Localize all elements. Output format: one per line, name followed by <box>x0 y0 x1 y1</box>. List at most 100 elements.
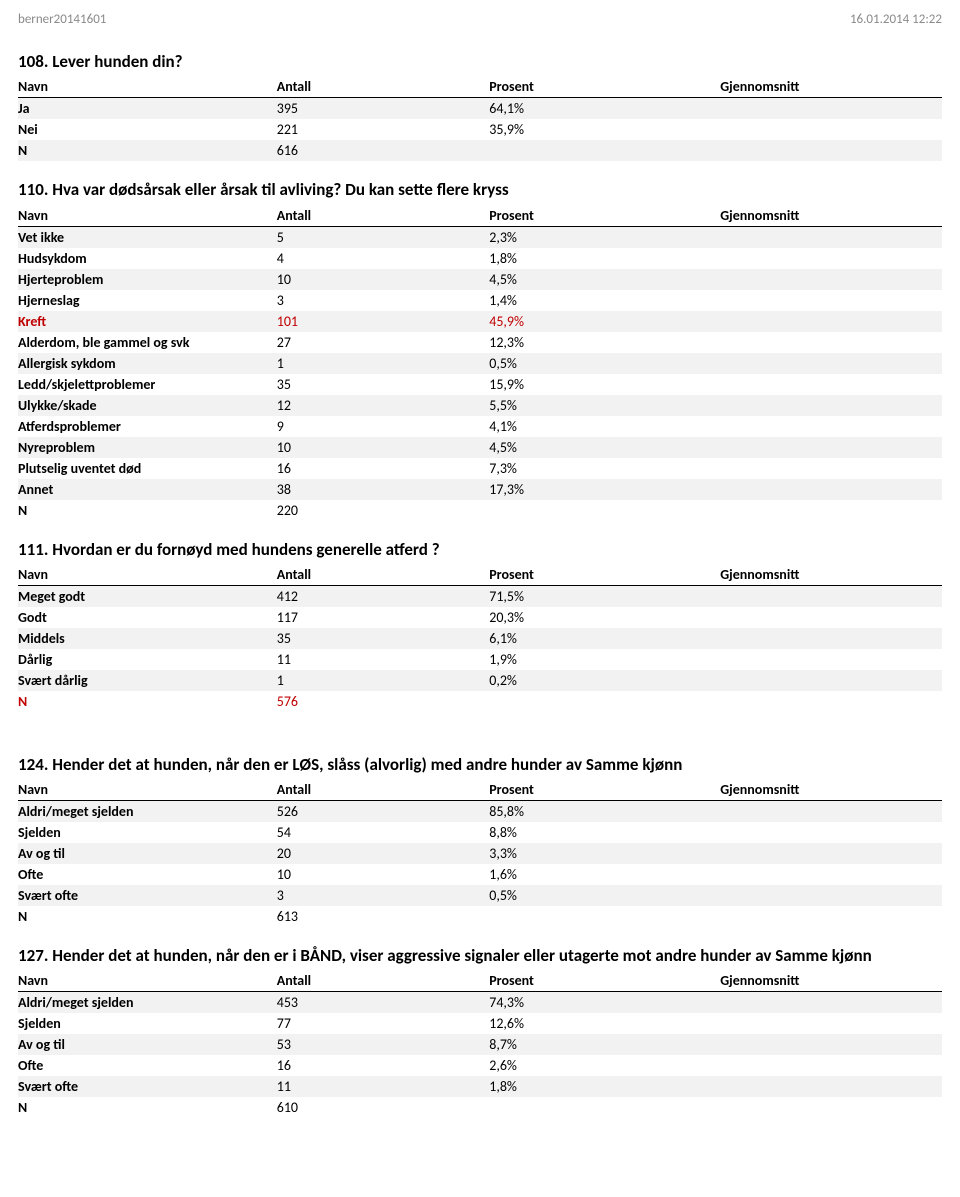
table-row: N616 <box>18 140 942 161</box>
row-percent: 1,8% <box>489 1076 720 1097</box>
row-avg <box>720 885 942 906</box>
column-header-percent: Prosent <box>489 564 720 586</box>
row-count: 10 <box>277 864 490 885</box>
row-avg <box>720 607 942 628</box>
row-count: 11 <box>277 1076 490 1097</box>
column-header-name: Navn <box>18 970 277 992</box>
row-label: Hjerteproblem <box>18 269 277 290</box>
row-percent: 74,3% <box>489 992 720 1014</box>
row-count: 221 <box>277 119 490 140</box>
table-row: Allergisk sykdom10,5% <box>18 353 942 374</box>
row-count: 9 <box>277 416 490 437</box>
row-label: Av og til <box>18 843 277 864</box>
row-count: 5 <box>277 226 490 248</box>
row-avg <box>720 670 942 691</box>
row-avg <box>720 1097 942 1118</box>
row-label: N <box>18 140 277 161</box>
row-count: 412 <box>277 585 490 607</box>
row-percent: 0,5% <box>489 885 720 906</box>
row-count: 20 <box>277 843 490 864</box>
table-row: Aldri/meget sjelden45374,3% <box>18 992 942 1014</box>
row-percent: 64,1% <box>489 98 720 120</box>
row-avg <box>720 864 942 885</box>
row-count: 526 <box>277 801 490 823</box>
table-row: Ulykke/skade125,5% <box>18 395 942 416</box>
table-row: Dårlig111,9% <box>18 649 942 670</box>
row-percent: 7,3% <box>489 458 720 479</box>
section-title: 127. Hender det at hunden, når den er i … <box>18 945 942 966</box>
row-label: N <box>18 1097 277 1118</box>
table-row: Svært dårlig10,2% <box>18 670 942 691</box>
row-count: 54 <box>277 822 490 843</box>
row-count: 3 <box>277 290 490 311</box>
data-table: NavnAntallProsentGjennomsnittMeget godt4… <box>18 564 942 712</box>
row-percent: 1,8% <box>489 248 720 269</box>
table-row: Nyreproblem104,5% <box>18 437 942 458</box>
row-count: 3 <box>277 885 490 906</box>
row-count: 12 <box>277 395 490 416</box>
row-avg <box>720 628 942 649</box>
row-avg <box>720 1034 942 1055</box>
table-row: Ofte101,6% <box>18 864 942 885</box>
row-avg <box>720 843 942 864</box>
row-percent: 20,3% <box>489 607 720 628</box>
data-table: NavnAntallProsentGjennomsnittAldri/meget… <box>18 970 942 1118</box>
column-header-percent: Prosent <box>489 76 720 98</box>
row-label: Annet <box>18 479 277 500</box>
row-label: Ofte <box>18 864 277 885</box>
row-label: Alderdom, ble gammel og svk <box>18 332 277 353</box>
table-row: Godt11720,3% <box>18 607 942 628</box>
row-count: 11 <box>277 649 490 670</box>
row-avg <box>720 353 942 374</box>
row-percent: 5,5% <box>489 395 720 416</box>
row-avg <box>720 332 942 353</box>
row-percent <box>489 1097 720 1118</box>
row-avg <box>720 290 942 311</box>
table-row: Av og til538,7% <box>18 1034 942 1055</box>
row-count: 1 <box>277 353 490 374</box>
row-count: 613 <box>277 906 490 927</box>
table-row: Ledd/skjelettproblemer3515,9% <box>18 374 942 395</box>
row-label: Sjelden <box>18 1013 277 1034</box>
row-label: Allergisk sykdom <box>18 353 277 374</box>
table-row: Aldri/meget sjelden52685,8% <box>18 801 942 823</box>
row-avg <box>720 500 942 521</box>
row-label: Ja <box>18 98 277 120</box>
row-count: 16 <box>277 1055 490 1076</box>
row-count: 38 <box>277 479 490 500</box>
row-label: N <box>18 691 277 712</box>
data-table: NavnAntallProsentGjennomsnittVet ikke52,… <box>18 205 942 521</box>
row-label: Godt <box>18 607 277 628</box>
row-percent: 71,5% <box>489 585 720 607</box>
row-avg <box>720 311 942 332</box>
table-row: Middels356,1% <box>18 628 942 649</box>
row-count: 616 <box>277 140 490 161</box>
row-avg <box>720 98 942 120</box>
row-percent: 2,6% <box>489 1055 720 1076</box>
table-row: N220 <box>18 500 942 521</box>
row-percent: 45,9% <box>489 311 720 332</box>
row-label: Middels <box>18 628 277 649</box>
row-percent: 6,1% <box>489 628 720 649</box>
table-row: Svært ofte111,8% <box>18 1076 942 1097</box>
row-avg <box>720 1055 942 1076</box>
row-label: Svært dårlig <box>18 670 277 691</box>
table-row: Svært ofte30,5% <box>18 885 942 906</box>
row-label: Hjerneslag <box>18 290 277 311</box>
row-percent <box>489 906 720 927</box>
row-label: Ulykke/skade <box>18 395 277 416</box>
row-percent: 4,5% <box>489 437 720 458</box>
row-label: Kreft <box>18 311 277 332</box>
row-label: Ledd/skjelettproblemer <box>18 374 277 395</box>
table-row: N610 <box>18 1097 942 1118</box>
row-count: 77 <box>277 1013 490 1034</box>
row-avg <box>720 801 942 823</box>
row-count: 16 <box>277 458 490 479</box>
column-header-avg: Gjennomsnitt <box>720 564 942 586</box>
column-header-percent: Prosent <box>489 970 720 992</box>
column-header-avg: Gjennomsnitt <box>720 205 942 227</box>
section-title: 124. Hender det at hunden, når den er LØ… <box>18 754 942 775</box>
row-avg <box>720 269 942 290</box>
section-title: 108. Lever hunden din? <box>18 51 942 72</box>
row-avg <box>720 437 942 458</box>
